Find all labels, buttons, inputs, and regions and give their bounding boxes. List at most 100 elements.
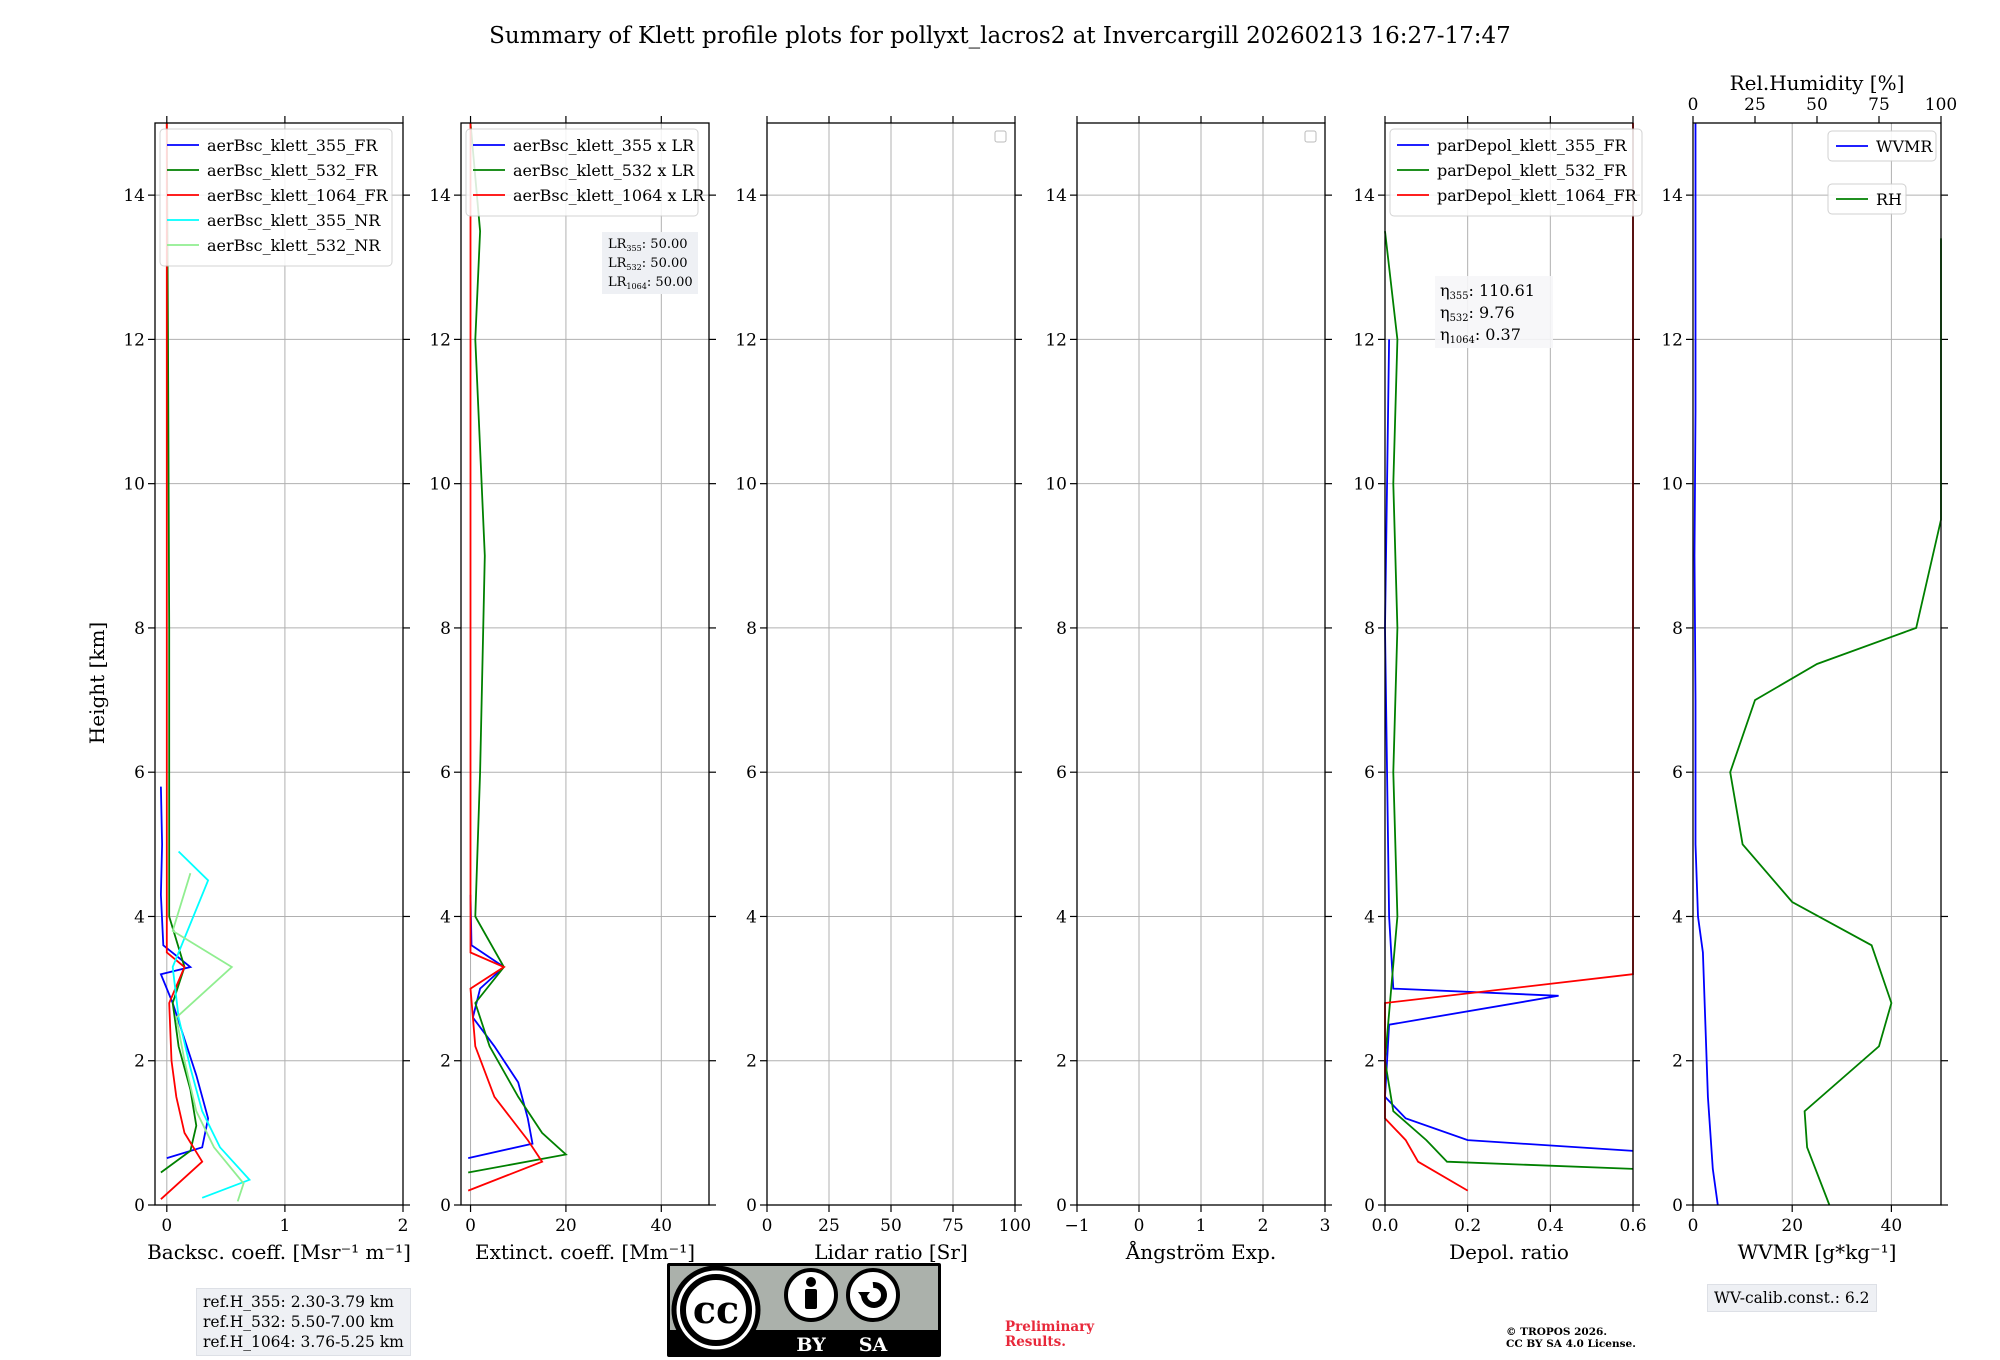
series-wvmr: [1693, 123, 1719, 1206]
by-label: BY: [796, 1334, 826, 1356]
legend-box: [465, 128, 699, 217]
top-x-tick-label: 0: [1688, 95, 1699, 115]
height-tick-label: 10: [1661, 475, 1683, 495]
height-tick-label: 14: [1045, 186, 1067, 206]
legend-label: aerBsc_klett_532_FR: [207, 161, 378, 180]
x-tick-label: 0.0: [1371, 1216, 1398, 1236]
series-aerbsc-klett-532-x-lr: [468, 122, 568, 1174]
reference-heights-box: ref.H_355: 2.30-3.79 km ref.H_532: 5.50-…: [196, 1288, 411, 1356]
cc-text: cc: [693, 1287, 739, 1332]
height-tick-label: 6: [440, 763, 451, 783]
height-tick-label: 14: [735, 186, 757, 206]
ref-height-355: ref.H_355: 2.30-3.79 km: [203, 1293, 394, 1311]
series-aerbsc-klett-532-fr: [160, 122, 198, 1174]
legend-label: parDepol_klett_1064_FR: [1437, 186, 1638, 205]
x-axis-label: Depol. ratio: [1449, 1240, 1569, 1264]
series-aerbsc-klett-355-x-lr: [468, 894, 534, 1159]
height-tick-label: 6: [1364, 763, 1375, 783]
height-tick-label: 4: [440, 907, 451, 927]
height-tick-label: 12: [735, 330, 757, 350]
height-tick-label: 2: [1672, 1052, 1683, 1072]
copyright-note: © TROPOS 2026. CC BY SA 4.0 License.: [1506, 1326, 1636, 1350]
series-pardepol-klett-532-fr: [1384, 231, 1634, 1170]
eta-value: η1064: 0.37: [1440, 325, 1521, 346]
x-tick-label: 0.4: [1537, 1216, 1564, 1236]
height-tick-label: 2: [1364, 1052, 1375, 1072]
cc-license-logo: cc BY SA: [667, 1263, 941, 1357]
top-x-tick-label: 50: [1806, 95, 1828, 115]
legend-label: aerBsc_klett_532_NR: [207, 236, 381, 255]
x-tick-label: 0: [1134, 1216, 1145, 1236]
height-tick-label: 10: [123, 475, 145, 495]
eta-value: η532: 9.76: [1440, 303, 1515, 324]
height-tick-label: 8: [746, 619, 757, 639]
x-axis-label: WVMR [g*kg⁻¹]: [1738, 1240, 1897, 1264]
lr-value: LR1064: 50.00: [608, 275, 693, 291]
legend-label: aerBsc_klett_355_NR: [207, 211, 381, 230]
height-tick-label: 12: [123, 330, 145, 350]
height-tick-label: 10: [1045, 475, 1067, 495]
empty-legend-icon: [994, 130, 1007, 143]
x-tick-label: 0.2: [1454, 1216, 1481, 1236]
panel-extinction: 0 2 4 6 8 10 12 14 0 20 40 Extinct. coeff. [Mm⁻¹] ae…: [429, 116, 716, 1264]
x-tick-label: 20: [555, 1216, 577, 1236]
series-pardepol-klett-355-fr: [1384, 339, 1634, 1152]
height-tick-label: 6: [1056, 763, 1067, 783]
plot-frame: [1692, 122, 1942, 1206]
height-tick-label: 8: [1056, 619, 1067, 639]
ref-height-1064: ref.H_1064: 3.76-5.25 km: [203, 1333, 404, 1351]
x-tick-label: 0: [465, 1216, 476, 1236]
height-tick-label: 10: [735, 475, 757, 495]
top-x-tick-label: 100: [1925, 95, 1957, 115]
x-tick-label: 75: [942, 1216, 964, 1236]
series-aerbsc-klett-1064-x-lr: [467, 123, 544, 1192]
series-aerbsc-klett-355-fr: [159, 786, 210, 1159]
height-tick-label: 14: [1353, 186, 1375, 206]
legend-label: RH: [1876, 190, 1902, 209]
height-tick-label: 4: [1672, 907, 1683, 927]
ref-height-532: ref.H_532: 5.50-7.00 km: [203, 1313, 394, 1331]
panel-wvmr: 0 2 4 6 8 10 12 14 0 20 40 0 25 50 75 100 Rel.Humidity […: [1661, 71, 1957, 1264]
height-tick-label: 12: [1661, 330, 1683, 350]
height-tick-label: 2: [134, 1052, 145, 1072]
legend-label: aerBsc_klett_532 x LR: [513, 161, 695, 180]
x-tick-label: 100: [999, 1216, 1031, 1236]
height-tick-label: 14: [429, 186, 451, 206]
height-tick-label: 0: [134, 1196, 145, 1216]
height-tick-label: 10: [429, 475, 451, 495]
x-tick-label: 40: [650, 1216, 672, 1236]
height-tick-label: 4: [1364, 907, 1375, 927]
x-axis-label: Ångström Exp.: [1125, 1239, 1276, 1264]
x-tick-label: 25: [818, 1216, 840, 1236]
height-tick-label: 12: [1045, 330, 1067, 350]
x-axis-label: Backsc. coeff. [Msr⁻¹ m⁻¹]: [147, 1240, 411, 1264]
legend-box: [159, 128, 393, 267]
height-tick-label: 0: [440, 1196, 451, 1216]
rh-axis-label: Rel.Humidity [%]: [1730, 71, 1905, 95]
x-tick-label: 0: [1688, 1216, 1699, 1236]
plot-frame: [1076, 122, 1326, 1206]
x-tick-label: 40: [1881, 1216, 1903, 1236]
legend-box: [1827, 130, 1937, 162]
x-tick-label: 50: [880, 1216, 902, 1236]
x-tick-label: −1: [1064, 1216, 1089, 1236]
height-tick-label: 12: [429, 330, 451, 350]
height-tick-label: 0: [1672, 1196, 1683, 1216]
top-x-tick-label: 75: [1868, 95, 1890, 115]
plot-frame: [460, 122, 710, 1206]
series-aerbsc-klett-532-nr: [171, 872, 245, 1202]
x-axis-label: Lidar ratio [Sr]: [814, 1240, 968, 1264]
panels: 0 2 4 6 8 10 12 14 0 1 2 Backsc. coeff. [Msr⁻¹ m⁻¹]…: [123, 71, 1957, 1264]
height-tick-label: 6: [1672, 763, 1683, 783]
height-tick-label: 10: [1353, 475, 1375, 495]
plot-frame: [154, 122, 404, 1206]
legend-label: aerBsc_klett_1064_FR: [207, 186, 389, 205]
eta-value: η355: 110.61: [1440, 281, 1535, 302]
height-tick-label: 4: [134, 907, 145, 927]
height-tick-label: 14: [123, 186, 145, 206]
eta-info-box: [1435, 276, 1553, 348]
legend-label: aerBsc_klett_1064 x LR: [513, 186, 705, 205]
legend-label: aerBsc_klett_355 x LR: [513, 136, 695, 155]
y-axis-label: Height [km]: [85, 622, 109, 744]
